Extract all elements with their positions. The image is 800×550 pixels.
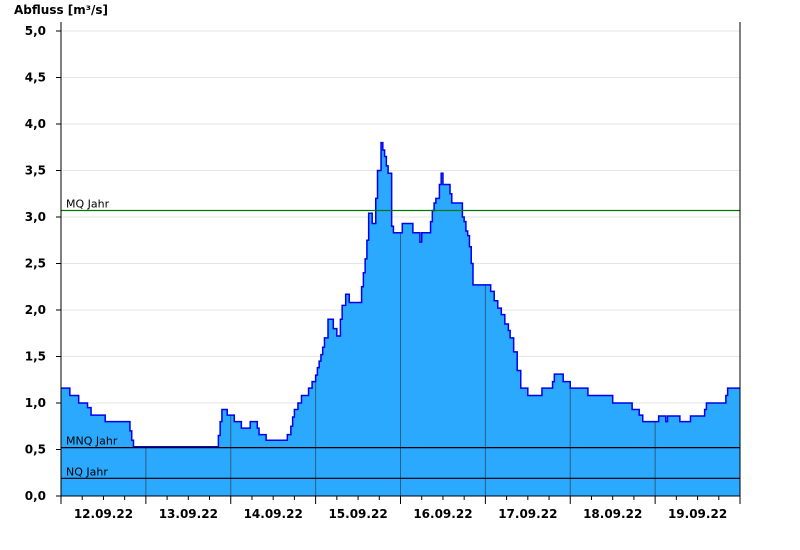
x-tick-label: 17.09.22: [498, 507, 557, 521]
chart-title: Abfluss [m³/s]: [14, 3, 108, 17]
reference-line-label: MQ Jahr: [66, 197, 110, 210]
y-tick-label: 3,5: [25, 164, 46, 178]
x-tick-label: 16.09.22: [413, 507, 472, 521]
y-tick-label: 3,0: [25, 210, 46, 224]
x-tick-label: 13.09.22: [159, 507, 218, 521]
y-tick-label: 5,0: [25, 24, 46, 38]
y-tick-label: 1,0: [25, 396, 46, 410]
y-tick-label: 0,0: [25, 489, 46, 503]
y-tick-label: 4,5: [25, 71, 46, 85]
x-tick-label: 14.09.22: [244, 507, 303, 521]
x-tick-label: 19.09.22: [668, 507, 727, 521]
discharge-line: [61, 141, 740, 448]
y-tick-label: 0,5: [25, 443, 46, 457]
reference-lines: MQ Jahr MNQ Jahr NQ Jahr: [61, 197, 740, 479]
y-tick-label: 4,0: [25, 117, 46, 131]
reference-line-label: NQ Jahr: [66, 465, 108, 478]
y-tick-label: 1,5: [25, 350, 46, 364]
x-tick-label: 18.09.22: [583, 507, 642, 521]
axes: 0,0 0,5 1,0 1,5 2,0 2,5 3,0 3,5 4,0 4,5 5,0 12.09.2…: [25, 22, 741, 521]
x-tick-label: 15.09.22: [328, 507, 387, 521]
x-tick-label: 12.09.22: [74, 507, 133, 521]
reference-line-label: MNQ Jahr: [66, 435, 118, 448]
y-tick-label: 2,0: [25, 303, 46, 317]
y-tick-label: 2,5: [25, 257, 46, 271]
